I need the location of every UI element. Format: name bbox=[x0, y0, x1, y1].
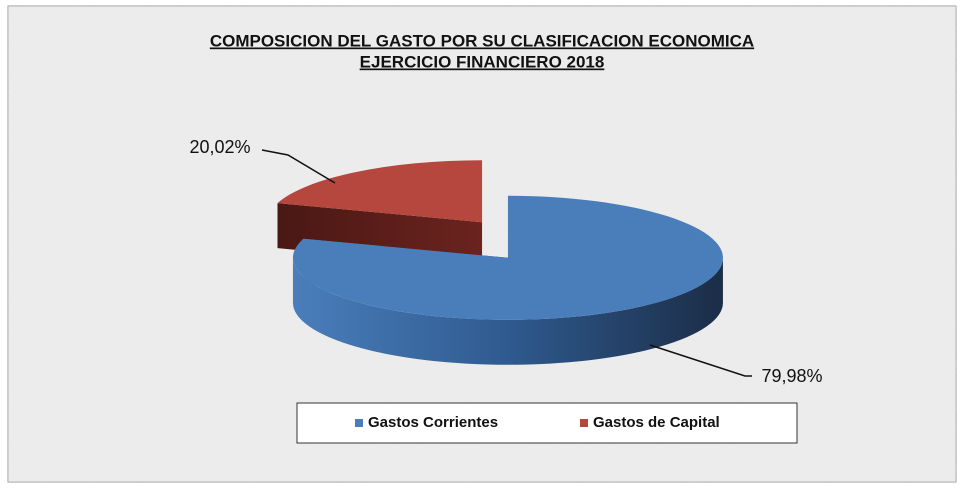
legend-label: Gastos Corrientes bbox=[368, 414, 498, 431]
legend-items: Gastos Corrientes Gastos de Capital bbox=[355, 414, 720, 431]
pie bbox=[277, 160, 723, 365]
slice bbox=[292, 195, 723, 320]
leader-line bbox=[261, 149, 336, 184]
chart-title: COMPOSICION DEL GASTO POR SU CLASIFICACI… bbox=[210, 31, 754, 50]
legend-swatch bbox=[355, 419, 363, 427]
legend-swatch bbox=[580, 419, 588, 427]
leader-line bbox=[649, 344, 752, 377]
slice-side bbox=[292, 257, 723, 365]
legend-label: Gastos de Capital bbox=[593, 414, 720, 431]
legend bbox=[296, 402, 798, 444]
slice bbox=[277, 160, 483, 223]
data-label: 79,98% bbox=[761, 366, 822, 386]
chart-subtitle: EJERCICIO FINANCIERO 2018 bbox=[360, 52, 605, 71]
data-label: 20,02% bbox=[189, 137, 250, 157]
